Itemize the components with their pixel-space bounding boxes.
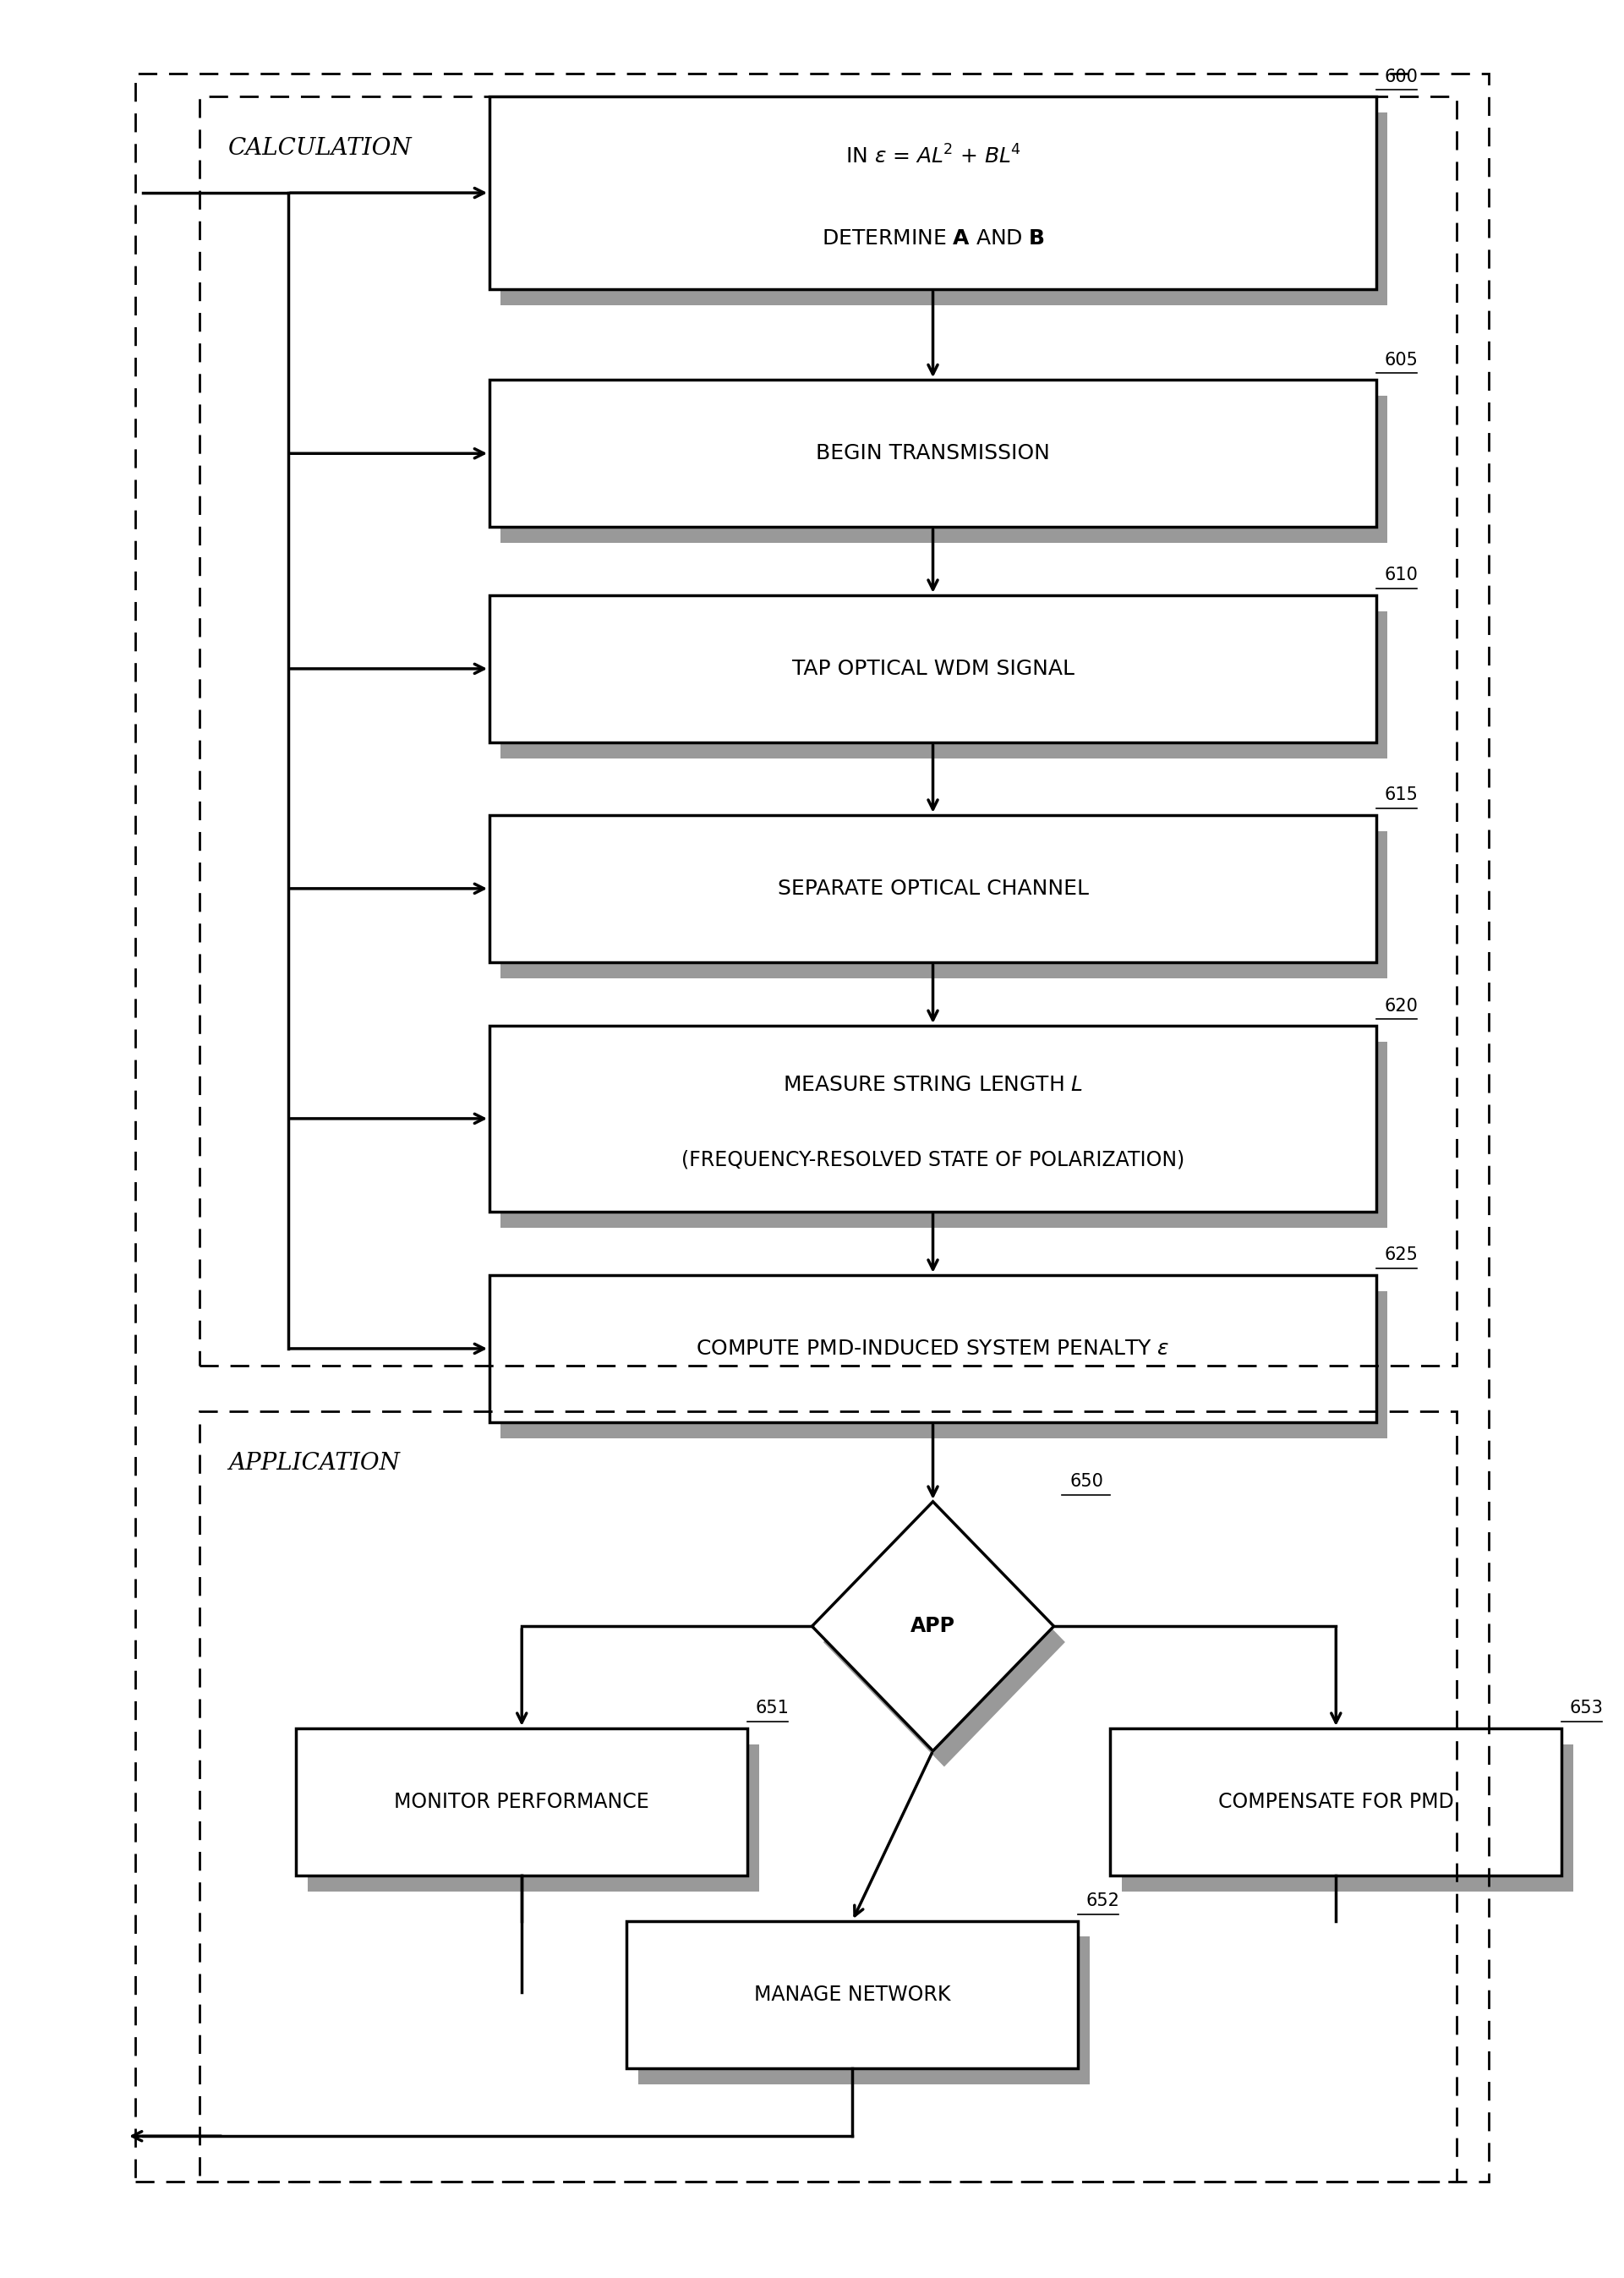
Text: MEASURE STRING LENGTH $\mathit{L}$: MEASURE STRING LENGTH $\mathit{L}$ [783,1075,1083,1096]
FancyBboxPatch shape [638,1936,1090,2084]
Text: 625: 625 [1384,1246,1418,1264]
FancyBboxPatch shape [500,1041,1387,1228]
Text: SEPARATE OPTICAL CHANNEL: SEPARATE OPTICAL CHANNEL [778,879,1088,900]
Text: 652: 652 [1086,1893,1121,1909]
FancyBboxPatch shape [489,96,1376,289]
Text: BEGIN TRANSMISSION: BEGIN TRANSMISSION [815,444,1051,465]
Text: 600: 600 [1384,68,1418,84]
FancyBboxPatch shape [489,380,1376,526]
FancyBboxPatch shape [1122,1745,1574,1891]
FancyBboxPatch shape [489,816,1376,961]
Polygon shape [812,1501,1054,1752]
Text: 615: 615 [1384,786,1418,804]
Text: 605: 605 [1384,351,1418,369]
Text: 653: 653 [1570,1699,1603,1718]
Text: MANAGE NETWORK: MANAGE NETWORK [754,1984,950,2005]
FancyBboxPatch shape [307,1745,758,1891]
FancyBboxPatch shape [489,595,1376,743]
Text: APPLICATION: APPLICATION [229,1451,400,1474]
Text: 610: 610 [1384,567,1418,583]
FancyBboxPatch shape [500,611,1387,759]
Text: 650: 650 [1070,1474,1104,1490]
FancyBboxPatch shape [296,1729,747,1875]
Text: DETERMINE $\mathbf{A}$ AND $\mathbf{B}$: DETERMINE $\mathbf{A}$ AND $\mathbf{B}$ [822,228,1044,248]
Text: CALCULATION: CALCULATION [229,137,412,159]
FancyBboxPatch shape [500,396,1387,542]
Text: IN $\varepsilon$ = $\mathit{A}$$\mathit{L}$$^2$ + $\mathit{B}$$\mathit{L}$$^4$: IN $\varepsilon$ = $\mathit{A}$$\mathit{… [844,146,1021,169]
FancyBboxPatch shape [500,831,1387,977]
Text: (FREQUENCY-RESOLVED STATE OF POLARIZATION): (FREQUENCY-RESOLVED STATE OF POLARIZATIO… [682,1148,1184,1169]
FancyBboxPatch shape [500,1292,1387,1437]
Text: COMPUTE PMD-INDUCED SYSTEM PENALTY $\varepsilon$: COMPUTE PMD-INDUCED SYSTEM PENALTY $\var… [697,1339,1169,1358]
FancyBboxPatch shape [627,1920,1078,2068]
Text: COMPENSATE FOR PMD: COMPENSATE FOR PMD [1218,1793,1453,1811]
Text: 620: 620 [1384,998,1418,1014]
FancyBboxPatch shape [500,112,1387,305]
Text: TAP OPTICAL WDM SIGNAL: TAP OPTICAL WDM SIGNAL [793,658,1073,679]
Text: 651: 651 [755,1699,789,1718]
FancyBboxPatch shape [489,1276,1376,1421]
Text: APP: APP [911,1615,955,1636]
FancyBboxPatch shape [1111,1729,1562,1875]
FancyBboxPatch shape [489,1025,1376,1212]
Polygon shape [823,1517,1065,1768]
Text: MONITOR PERFORMANCE: MONITOR PERFORMANCE [395,1793,650,1811]
